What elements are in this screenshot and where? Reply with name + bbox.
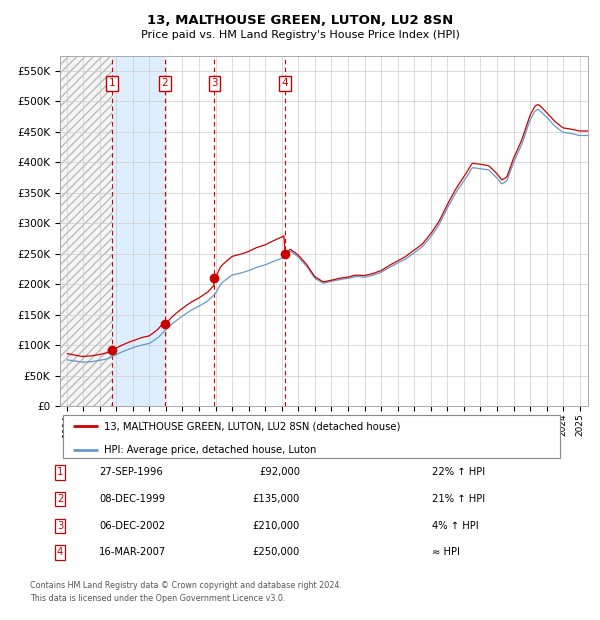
Text: This data is licensed under the Open Government Licence v3.0.: This data is licensed under the Open Gov… [30,593,286,603]
Text: 22% ↑ HPI: 22% ↑ HPI [432,467,485,477]
Text: 06-DEC-2002: 06-DEC-2002 [99,521,165,531]
Text: Contains HM Land Registry data © Crown copyright and database right 2024.: Contains HM Land Registry data © Crown c… [30,581,342,590]
Text: 3: 3 [57,521,63,531]
Text: 4: 4 [57,547,63,557]
FancyBboxPatch shape [62,415,560,458]
Text: 1: 1 [57,467,63,477]
Text: 13, MALTHOUSE GREEN, LUTON, LU2 8SN: 13, MALTHOUSE GREEN, LUTON, LU2 8SN [147,14,453,27]
Text: 3: 3 [211,78,218,88]
Text: 2: 2 [57,494,63,504]
Text: 2: 2 [161,78,168,88]
Text: £210,000: £210,000 [253,521,300,531]
Text: 1: 1 [109,78,115,88]
Text: 4: 4 [282,78,289,88]
Text: HPI: Average price, detached house, Luton: HPI: Average price, detached house, Luto… [104,445,317,455]
Text: £250,000: £250,000 [253,547,300,557]
Text: £135,000: £135,000 [253,494,300,504]
Text: 16-MAR-2007: 16-MAR-2007 [99,547,166,557]
Bar [60,56,112,406]
Text: 13, MALTHOUSE GREEN, LUTON, LU2 8SN (detached house): 13, MALTHOUSE GREEN, LUTON, LU2 8SN (det… [104,421,401,431]
Bar [112,56,165,406]
Text: Price paid vs. HM Land Registry's House Price Index (HPI): Price paid vs. HM Land Registry's House … [140,30,460,40]
Text: ≈ HPI: ≈ HPI [432,547,460,557]
Text: 21% ↑ HPI: 21% ↑ HPI [432,494,485,504]
Text: 27-SEP-1996: 27-SEP-1996 [99,467,163,477]
Text: 08-DEC-1999: 08-DEC-1999 [99,494,165,504]
Text: £92,000: £92,000 [259,467,300,477]
Text: 4% ↑ HPI: 4% ↑ HPI [432,521,479,531]
